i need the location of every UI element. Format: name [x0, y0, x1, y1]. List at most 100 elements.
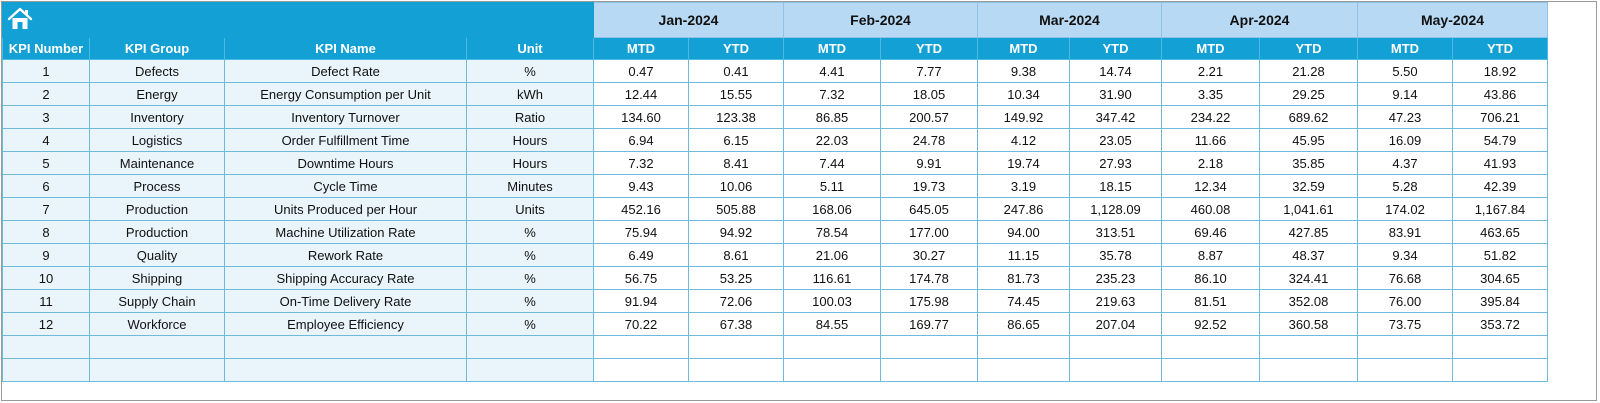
ytd-value-cell[interactable]: 174.78 — [880, 266, 978, 290]
ytd-value-cell[interactable]: 1,041.61 — [1259, 197, 1358, 221]
mtd-value-cell[interactable]: 9.38 — [977, 59, 1070, 83]
mtd-value-cell[interactable]: 75.94 — [593, 220, 689, 244]
mtd-value-cell[interactable]: 247.86 — [977, 197, 1070, 221]
mtd-value-cell[interactable]: 6.49 — [593, 243, 689, 267]
ytd-value-cell[interactable]: 35.85 — [1259, 151, 1358, 175]
empty-cell[interactable] — [1452, 335, 1548, 359]
mtd-value-cell[interactable]: 16.09 — [1357, 128, 1453, 152]
ytd-value-cell[interactable]: 30.27 — [880, 243, 978, 267]
mtd-value-cell[interactable]: 10.34 — [977, 82, 1070, 106]
ytd-value-cell[interactable]: 54.79 — [1452, 128, 1548, 152]
ytd-value-cell[interactable]: 27.93 — [1069, 151, 1162, 175]
col-header-kpi-name[interactable]: KPI Name — [224, 37, 467, 60]
ytd-value-cell[interactable]: 8.61 — [688, 243, 784, 267]
mtd-value-cell[interactable]: 86.10 — [1161, 266, 1260, 290]
mtd-value-cell[interactable]: 22.03 — [783, 128, 881, 152]
ytd-value-cell[interactable]: 689.62 — [1259, 105, 1358, 129]
mtd-value-cell[interactable]: 5.11 — [783, 174, 881, 198]
ytd-value-cell[interactable]: 67.38 — [688, 312, 784, 336]
mtd-value-cell[interactable]: 92.52 — [1161, 312, 1260, 336]
mtd-value-cell[interactable]: 9.14 — [1357, 82, 1453, 106]
ytd-value-cell[interactable]: 352.08 — [1259, 289, 1358, 313]
kpi-number-cell[interactable]: 10 — [2, 266, 90, 290]
ytd-value-cell[interactable]: 48.37 — [1259, 243, 1358, 267]
mtd-value-cell[interactable]: 6.94 — [593, 128, 689, 152]
mtd-value-cell[interactable]: 47.23 — [1357, 105, 1453, 129]
kpi-number-cell[interactable]: 6 — [2, 174, 90, 198]
mtd-value-cell[interactable]: 84.55 — [783, 312, 881, 336]
kpi-name-cell[interactable]: Shipping Accuracy Rate — [224, 266, 467, 290]
ytd-value-cell[interactable]: 23.05 — [1069, 128, 1162, 152]
col-header-ytd[interactable]: YTD — [880, 37, 978, 60]
mtd-value-cell[interactable]: 74.45 — [977, 289, 1070, 313]
mtd-value-cell[interactable]: 19.74 — [977, 151, 1070, 175]
month-header[interactable]: May-2024 — [1357, 2, 1548, 38]
ytd-value-cell[interactable]: 45.95 — [1259, 128, 1358, 152]
ytd-value-cell[interactable]: 175.98 — [880, 289, 978, 313]
col-header-mtd[interactable]: MTD — [1357, 37, 1453, 60]
empty-cell[interactable] — [1357, 335, 1453, 359]
empty-cell[interactable] — [89, 358, 225, 382]
col-header-unit[interactable]: Unit — [466, 37, 594, 60]
mtd-value-cell[interactable]: 116.61 — [783, 266, 881, 290]
kpi-group-cell[interactable]: Process — [89, 174, 225, 198]
ytd-value-cell[interactable]: 0.41 — [688, 59, 784, 83]
mtd-value-cell[interactable]: 452.16 — [593, 197, 689, 221]
month-header[interactable]: Feb-2024 — [783, 2, 978, 38]
mtd-value-cell[interactable]: 12.34 — [1161, 174, 1260, 198]
mtd-value-cell[interactable]: 94.00 — [977, 220, 1070, 244]
empty-cell[interactable] — [1357, 358, 1453, 382]
mtd-value-cell[interactable]: 9.34 — [1357, 243, 1453, 267]
empty-cell[interactable] — [880, 358, 978, 382]
ytd-value-cell[interactable]: 353.72 — [1452, 312, 1548, 336]
mtd-value-cell[interactable]: 4.12 — [977, 128, 1070, 152]
kpi-number-cell[interactable]: 3 — [2, 105, 90, 129]
empty-cell[interactable] — [89, 335, 225, 359]
unit-cell[interactable]: kWh — [466, 82, 594, 106]
mtd-value-cell[interactable]: 7.44 — [783, 151, 881, 175]
empty-cell[interactable] — [1259, 358, 1358, 382]
ytd-value-cell[interactable]: 19.73 — [880, 174, 978, 198]
kpi-group-cell[interactable]: Defects — [89, 59, 225, 83]
kpi-name-cell[interactable]: Machine Utilization Rate — [224, 220, 467, 244]
empty-cell[interactable] — [1069, 335, 1162, 359]
empty-cell[interactable] — [2, 358, 90, 382]
ytd-value-cell[interactable]: 43.86 — [1452, 82, 1548, 106]
unit-cell[interactable]: Minutes — [466, 174, 594, 198]
unit-cell[interactable]: % — [466, 312, 594, 336]
ytd-value-cell[interactable]: 32.59 — [1259, 174, 1358, 198]
ytd-value-cell[interactable]: 123.38 — [688, 105, 784, 129]
mtd-value-cell[interactable]: 12.44 — [593, 82, 689, 106]
mtd-value-cell[interactable]: 5.50 — [1357, 59, 1453, 83]
mtd-value-cell[interactable]: 2.21 — [1161, 59, 1260, 83]
col-header-kpi-number[interactable]: KPI Number — [2, 37, 90, 60]
ytd-value-cell[interactable]: 72.06 — [688, 289, 784, 313]
kpi-name-cell[interactable]: Energy Consumption per Unit — [224, 82, 467, 106]
empty-cell[interactable] — [880, 335, 978, 359]
ytd-value-cell[interactable]: 200.57 — [880, 105, 978, 129]
ytd-value-cell[interactable]: 53.25 — [688, 266, 784, 290]
kpi-group-cell[interactable]: Energy — [89, 82, 225, 106]
ytd-value-cell[interactable]: 235.23 — [1069, 266, 1162, 290]
ytd-value-cell[interactable]: 395.84 — [1452, 289, 1548, 313]
ytd-value-cell[interactable]: 31.90 — [1069, 82, 1162, 106]
kpi-name-cell[interactable]: Order Fulfillment Time — [224, 128, 467, 152]
kpi-group-cell[interactable]: Shipping — [89, 266, 225, 290]
ytd-value-cell[interactable]: 41.93 — [1452, 151, 1548, 175]
ytd-value-cell[interactable]: 35.78 — [1069, 243, 1162, 267]
ytd-value-cell[interactable]: 6.15 — [688, 128, 784, 152]
empty-cell[interactable] — [688, 358, 784, 382]
ytd-value-cell[interactable]: 29.25 — [1259, 82, 1358, 106]
home-icon[interactable] — [7, 7, 33, 34]
kpi-group-cell[interactable]: Logistics — [89, 128, 225, 152]
mtd-value-cell[interactable]: 11.15 — [977, 243, 1070, 267]
unit-cell[interactable]: % — [466, 220, 594, 244]
mtd-value-cell[interactable]: 78.54 — [783, 220, 881, 244]
kpi-number-cell[interactable]: 2 — [2, 82, 90, 106]
mtd-value-cell[interactable]: 3.35 — [1161, 82, 1260, 106]
mtd-value-cell[interactable]: 21.06 — [783, 243, 881, 267]
mtd-value-cell[interactable]: 234.22 — [1161, 105, 1260, 129]
ytd-value-cell[interactable]: 24.78 — [880, 128, 978, 152]
kpi-name-cell[interactable]: Inventory Turnover — [224, 105, 467, 129]
ytd-value-cell[interactable]: 18.92 — [1452, 59, 1548, 83]
